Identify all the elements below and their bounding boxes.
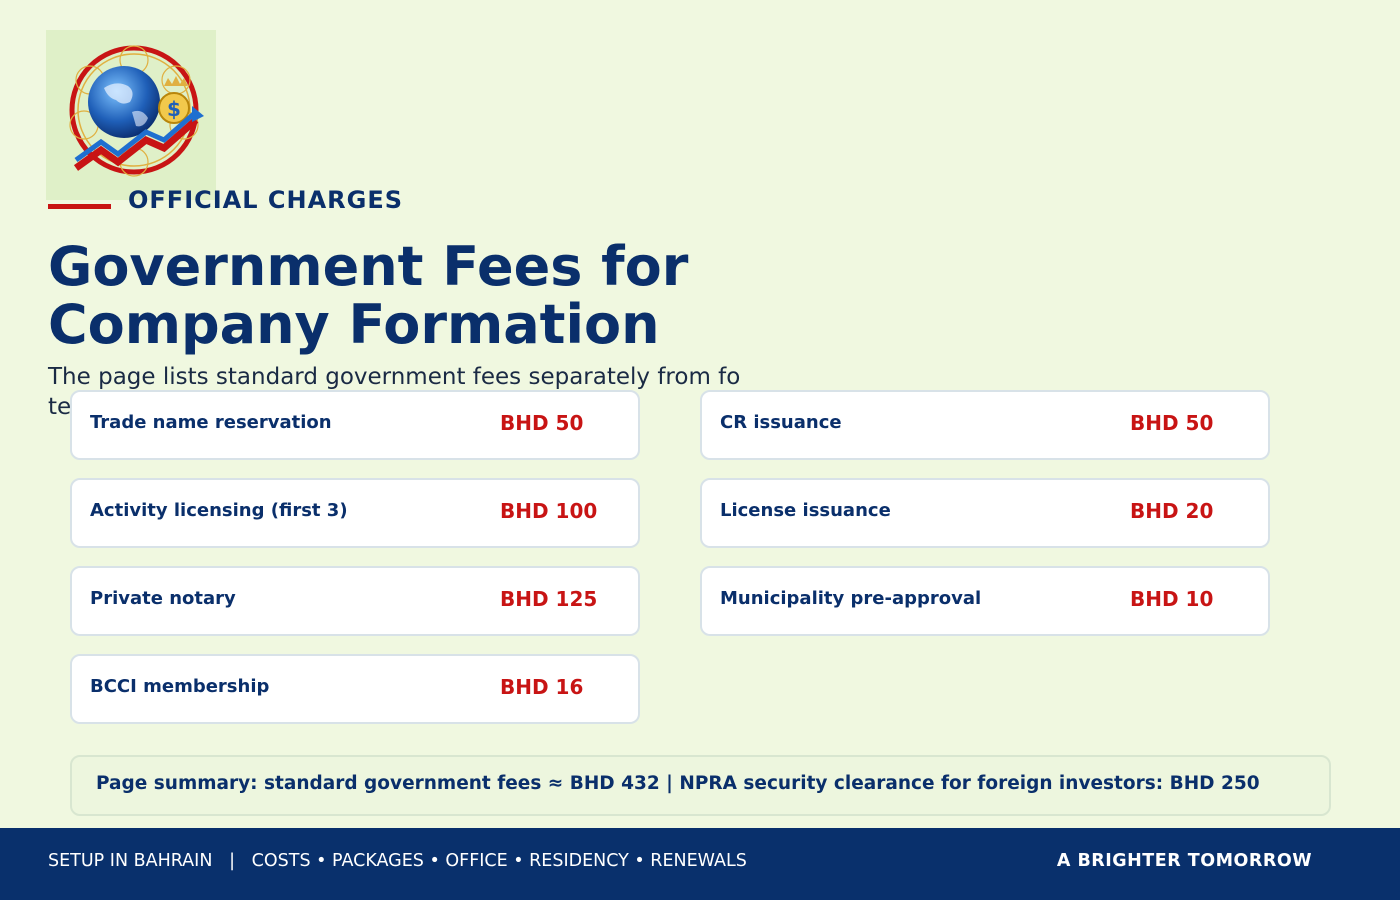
page-title: Government Fees for Company Formation (48, 238, 848, 354)
fee-label: BCCI membership (90, 676, 270, 697)
fee-label: Activity licensing (first 3) (90, 500, 348, 521)
fee-label: Private notary (90, 588, 236, 609)
fee-amount: BHD 125 (500, 587, 598, 611)
fee-label: Municipality pre-approval (720, 588, 982, 609)
footer-tagline: A BRIGHTER TOMORROW (1056, 851, 1312, 871)
fee-card-municipality: Municipality pre-approval BHD 10 (700, 566, 1270, 636)
footer-bar: SETUP IN BAHRAIN | COSTS • PACKAGES • OF… (0, 828, 1400, 900)
fee-card-bcci-membership: BCCI membership BHD 16 (70, 654, 640, 724)
page-title-line-2: Company Formation (48, 293, 660, 356)
fee-amount: BHD 100 (500, 499, 598, 523)
eyebrow-label: OFFICIAL CHARGES (128, 186, 404, 214)
footer-nav-text: SETUP IN BAHRAIN | COSTS • PACKAGES • OF… (48, 851, 747, 871)
fee-card-cr-issuance: CR issuance BHD 50 (700, 390, 1270, 460)
fee-label: CR issuance (720, 412, 842, 433)
fee-card-private-notary: Private notary BHD 125 (70, 566, 640, 636)
globe-logo-icon: $ (69, 45, 204, 177)
eyebrow-accent-bar (48, 204, 111, 209)
page-title-line-1: Government Fees for (48, 235, 689, 298)
fee-amount: BHD 10 (1130, 587, 1214, 611)
page-summary-text: Page summary: standard government fees ≈… (96, 773, 1260, 794)
fee-card-license-issuance: License issuance BHD 20 (700, 478, 1270, 548)
page-summary-box: Page summary: standard government fees ≈… (70, 755, 1331, 816)
fee-label: Trade name reservation (90, 412, 332, 433)
fee-amount: BHD 50 (1130, 411, 1214, 435)
fee-amount: BHD 20 (1130, 499, 1214, 523)
fee-amount: BHD 16 (500, 675, 584, 699)
svg-text:$: $ (167, 97, 181, 121)
setup-in-bahrain-logo: $ (46, 30, 216, 200)
fee-card-activity-licensing: Activity licensing (first 3) BHD 100 (70, 478, 640, 548)
fee-label: License issuance (720, 500, 891, 521)
fee-card-trade-name: Trade name reservation BHD 50 (70, 390, 640, 460)
fee-amount: BHD 50 (500, 411, 584, 435)
